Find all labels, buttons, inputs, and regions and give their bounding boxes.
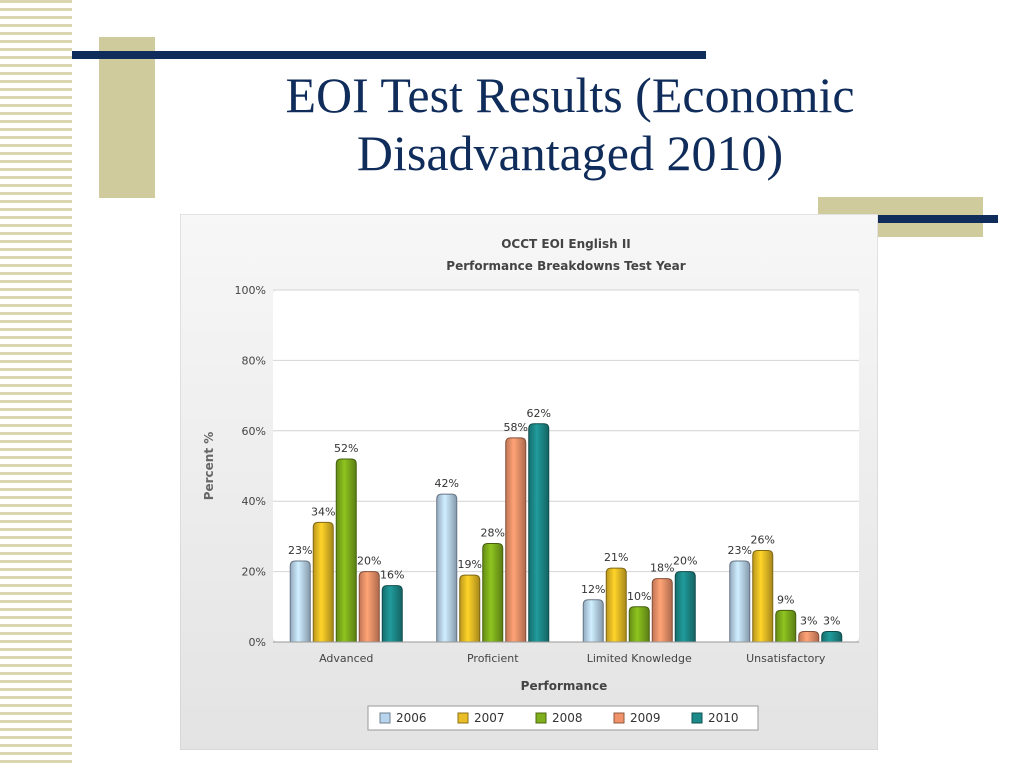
data-label: 18% bbox=[650, 562, 674, 575]
slide-title: EOI Test Results (Economic Disadvantaged… bbox=[180, 66, 960, 182]
y-tick-label: 20% bbox=[242, 566, 266, 579]
data-label: 26% bbox=[751, 533, 775, 546]
data-label: 21% bbox=[604, 551, 628, 564]
data-label: 10% bbox=[627, 590, 651, 603]
grid-lines: 0% 20% 40% 60% 80% 100% bbox=[235, 284, 859, 649]
bar-2010-unsatisfactory bbox=[821, 630, 843, 643]
bar-2008-unsatisfactory bbox=[775, 609, 797, 643]
bar-2007-proficient bbox=[459, 574, 481, 643]
bar-chart: 0%20%40%60%80%100% 23%34%52%20%16%Advanc… bbox=[179, 213, 879, 751]
data-label: 42% bbox=[435, 477, 459, 490]
chart-container: 0% 20% 40% 60% 80% 100% 23% 34% 52% 20% 16% Advanc… bbox=[179, 213, 879, 751]
y-tick-label: 60% bbox=[242, 425, 266, 438]
data-label: 9% bbox=[777, 593, 794, 606]
data-label: 34% bbox=[311, 505, 335, 518]
bar-2006-advanced bbox=[289, 560, 311, 643]
chart-subtitle: Performance Breakdowns Test Year bbox=[446, 259, 685, 273]
bar-2006-unsatisfactory bbox=[729, 560, 751, 643]
bar-2009-advanced bbox=[358, 571, 380, 643]
plot-area bbox=[273, 290, 859, 642]
bar-2010-advanced bbox=[381, 585, 403, 643]
bar-2010-limited-knowledge bbox=[674, 571, 696, 643]
data-label: 23% bbox=[288, 544, 312, 557]
data-label: 12% bbox=[581, 583, 605, 596]
legend-label-2007: 2007 bbox=[474, 711, 505, 725]
x-axis-label: Performance bbox=[521, 679, 608, 693]
y-tick-label: 100% bbox=[235, 284, 266, 297]
bar-2009-unsatisfactory bbox=[798, 630, 820, 643]
x-tick-label: Limited Knowledge bbox=[587, 652, 692, 665]
y-axis-label: Percent % bbox=[202, 432, 216, 501]
striped-sidebar-decoration bbox=[0, 0, 72, 768]
data-label: 28% bbox=[481, 526, 505, 539]
bar-2006-limited-knowledge bbox=[582, 599, 604, 643]
legend-box bbox=[367, 705, 759, 731]
legend-label-2008: 2008 bbox=[552, 711, 583, 725]
legend-swatch-2010 bbox=[691, 712, 703, 724]
bar-2010-proficient bbox=[528, 423, 550, 643]
data-label: 23% bbox=[728, 544, 752, 557]
x-tick-label: Unsatisfactory bbox=[746, 652, 826, 665]
x-tick-label: Advanced bbox=[319, 652, 373, 665]
data-label: 3% bbox=[800, 614, 817, 627]
legend-swatch-2009 bbox=[613, 712, 625, 724]
bar-2008-limited-knowledge bbox=[628, 606, 650, 643]
bar-2009-proficient bbox=[505, 437, 527, 643]
legend: 2006 2007 2008 2009 2010 bbox=[379, 711, 739, 725]
bar-2007-advanced bbox=[312, 521, 334, 643]
bars: 23%34%52%20%16%Advanced42%19%28%58%62%Pr… bbox=[288, 407, 843, 665]
data-label: 58% bbox=[504, 421, 528, 434]
legend-swatch-2008 bbox=[535, 712, 547, 724]
data-label: 62% bbox=[527, 407, 551, 420]
bar-2007-limited-knowledge bbox=[605, 567, 627, 643]
chart-title: OCCT EOI English II bbox=[501, 237, 631, 251]
bar-2006-proficient bbox=[436, 493, 458, 643]
bar-2008-advanced bbox=[335, 458, 357, 643]
chart-corner-accent-line bbox=[878, 215, 998, 223]
data-label: 16% bbox=[380, 569, 404, 582]
legend-swatch-2006 bbox=[379, 712, 391, 724]
legend-label-2010: 2010 bbox=[708, 711, 739, 725]
bar-2008-proficient bbox=[482, 542, 504, 643]
slide-title-line-1: EOI Test Results (Economic bbox=[285, 67, 855, 123]
title-decoration-block bbox=[99, 37, 155, 198]
legend-label-2009: 2009 bbox=[630, 711, 661, 725]
x-tick-label: Proficient bbox=[467, 652, 519, 665]
data-label: 20% bbox=[673, 555, 697, 568]
bar-2009-limited-knowledge bbox=[651, 578, 673, 643]
data-label: 52% bbox=[334, 442, 358, 455]
y-tick-label: 0% bbox=[249, 636, 266, 649]
bar-2007-unsatisfactory bbox=[752, 549, 774, 643]
y-tick-label: 80% bbox=[242, 354, 266, 367]
legend-label-2006: 2006 bbox=[396, 711, 427, 725]
data-label: 20% bbox=[357, 555, 381, 568]
slide-title-line-2: Disadvantaged 2010) bbox=[356, 125, 784, 181]
data-label: 19% bbox=[458, 558, 482, 571]
legend-swatch-2007 bbox=[457, 712, 469, 724]
title-accent-line bbox=[72, 51, 706, 59]
y-tick-label: 40% bbox=[242, 495, 266, 508]
data-label: 3% bbox=[823, 614, 840, 627]
